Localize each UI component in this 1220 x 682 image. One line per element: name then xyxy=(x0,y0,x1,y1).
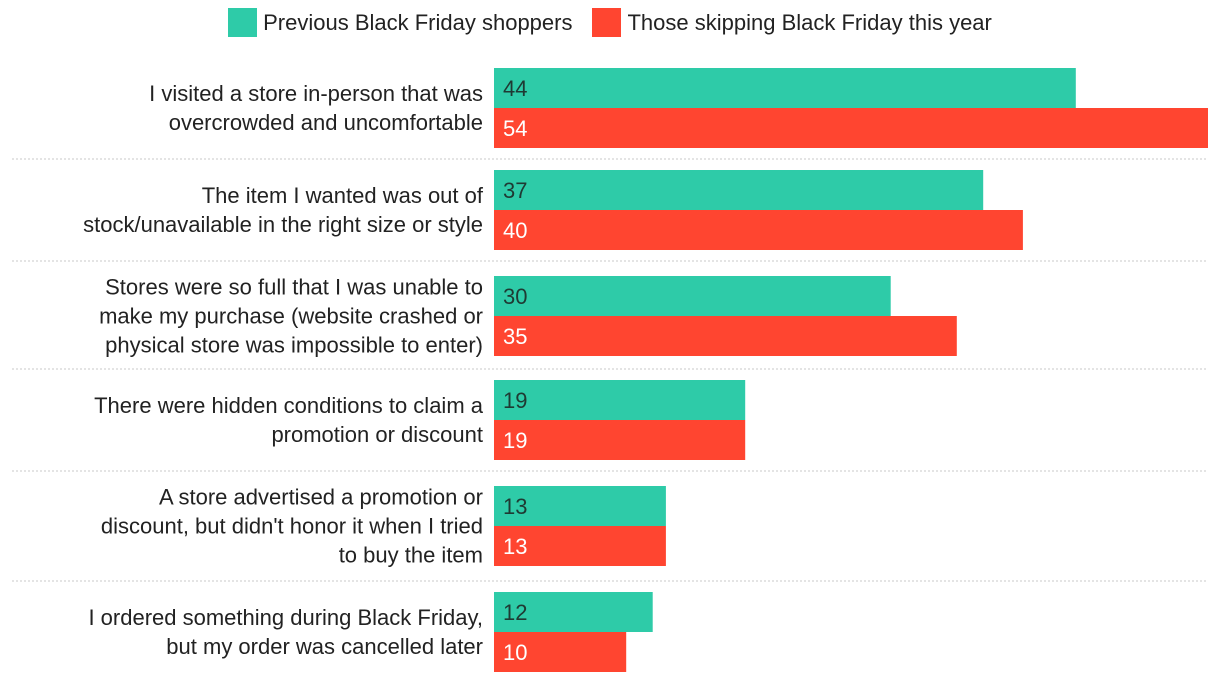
data-label-skipping-2: 35 xyxy=(503,324,527,349)
category-label-line: physical store was impossible to enter) xyxy=(105,332,483,358)
data-label-skipping-0: 54 xyxy=(503,116,527,141)
category-label-0: I visited a store in-person that was over… xyxy=(3,79,483,137)
category-label-5: I ordered something during Black Friday,… xyxy=(3,603,483,661)
bar-skipping-2 xyxy=(494,316,957,356)
data-label-skipping-5: 10 xyxy=(503,640,527,665)
bar-skipping-4 xyxy=(494,526,666,566)
data-label-skipping-4: 13 xyxy=(503,534,527,559)
category-label-line: A store advertised a promotion or xyxy=(158,484,483,510)
data-label-skipping-3: 19 xyxy=(503,428,527,453)
category-label-line: overcrowded and uncomfortable xyxy=(168,110,483,135)
category-label-line: Stores were so full that I was unable to xyxy=(105,274,483,300)
bar-skipping-3 xyxy=(494,420,746,460)
data-label-previous-4: 13 xyxy=(503,494,527,519)
category-label-line: stock/unavailable in the right size or s… xyxy=(83,212,483,237)
category-label-3: There were hidden conditions to claim a p… xyxy=(3,391,483,449)
legend-swatch-skipping-shoppers xyxy=(592,8,622,37)
category-label-line: make my purchase (website crashed or xyxy=(99,303,483,329)
data-label-previous-5: 12 xyxy=(503,600,527,625)
category-label-1: The item I wanted was out of stock/unavai… xyxy=(3,181,483,239)
category-label-line: I visited a store in-person that was xyxy=(149,81,483,106)
category-label-line: to buy the item xyxy=(338,542,483,568)
bar-previous-0 xyxy=(494,68,1076,108)
bar-previous-2 xyxy=(494,276,891,316)
category-label-line: The item I wanted was out of xyxy=(201,183,483,208)
data-label-previous-3: 19 xyxy=(503,388,527,413)
legend-swatch-previous-shoppers xyxy=(228,8,258,37)
bar-skipping-0 xyxy=(494,108,1208,148)
data-label-skipping-1: 40 xyxy=(503,218,527,243)
data-label-previous-1: 37 xyxy=(503,178,527,203)
bar-skipping-1 xyxy=(494,210,1023,250)
bar-previous-5 xyxy=(494,592,653,632)
legend: Previous Black Friday shoppers Those ski… xyxy=(0,8,1220,37)
category-label-line: discount, but didn't honor it when I tri… xyxy=(100,513,483,539)
category-label-4: A store advertised a promotion or discoun… xyxy=(3,483,483,570)
category-label-2: Stores were so full that I was unable to… xyxy=(3,273,483,360)
bar-previous-3 xyxy=(494,380,746,420)
bar-skipping-5 xyxy=(494,632,627,672)
legend-label-skipping-shoppers: Those skipping Black Friday this year xyxy=(627,9,992,35)
data-label-previous-2: 30 xyxy=(503,284,527,309)
category-label-line: There were hidden conditions to claim a xyxy=(94,393,483,418)
legend-item-skipping-shoppers: Those skipping Black Friday this year xyxy=(592,8,992,37)
category-label-line: I ordered something during Black Friday, xyxy=(88,605,483,630)
legend-item-previous-shoppers: Previous Black Friday shoppers xyxy=(228,8,572,37)
category-label-line: but my order was cancelled later xyxy=(166,634,483,659)
category-label-line: promotion or discount xyxy=(271,422,483,447)
legend-label-previous-shoppers: Previous Black Friday shoppers xyxy=(263,9,573,35)
bar-previous-4 xyxy=(494,486,666,526)
bar-previous-1 xyxy=(494,170,984,210)
data-label-previous-0: 44 xyxy=(503,76,527,101)
